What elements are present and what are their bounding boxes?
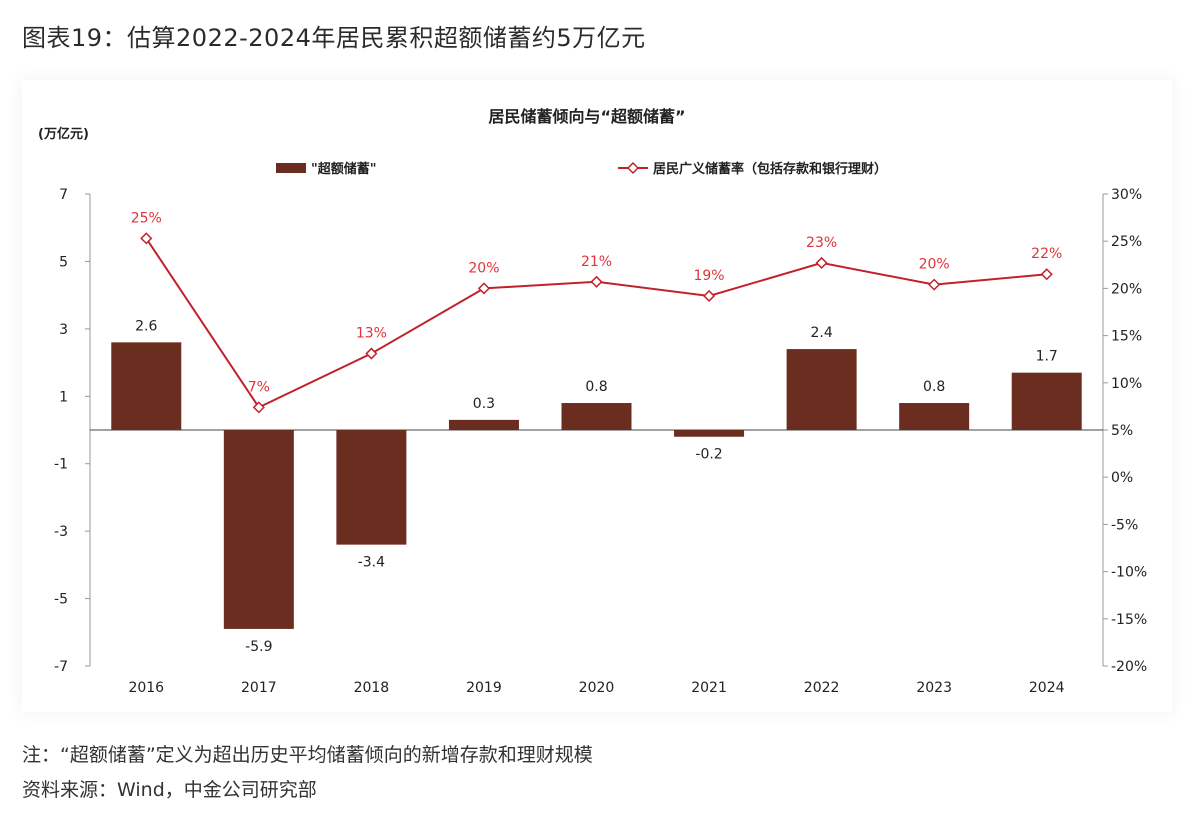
bar-value-label: -0.2 <box>695 447 722 463</box>
bar-value-label: 2.6 <box>135 318 157 334</box>
right-axis-tick-label: 10% <box>1111 376 1142 392</box>
line-point <box>1040 268 1053 281</box>
right-axis-tick-label: 25% <box>1111 234 1142 250</box>
left-axis-tick-label: -3 <box>54 524 68 540</box>
x-axis-tick-label: 2016 <box>128 680 164 696</box>
bar <box>561 403 632 430</box>
right-axis-tick-label: -5% <box>1111 517 1138 533</box>
x-axis-tick-label: 2021 <box>691 680 727 696</box>
right-axis-tick-label: 5% <box>1111 423 1133 439</box>
bar <box>448 419 519 430</box>
line-point <box>477 282 491 295</box>
left-axis-tick-label: 5 <box>59 254 68 270</box>
legend-bar-label: "超额储蓄" <box>311 161 377 177</box>
legend-bar-swatch <box>276 163 306 173</box>
chart-panel: 居民储蓄倾向与“超额储蓄” (万亿元) "超额储蓄" 居民广义储蓄率（包括存款和… <box>22 80 1172 712</box>
line-point <box>815 256 828 269</box>
left-axis-tick-label: 7 <box>59 187 68 203</box>
bar-value-label: 0.8 <box>923 379 945 395</box>
x-axis-tick-label: 2024 <box>1029 680 1065 696</box>
right-axis-tick-label: 15% <box>1111 329 1142 345</box>
left-axis-tick-label: 1 <box>59 389 68 405</box>
axes: 7 5 3 1 -1 -3 -5 -7 30% 25% 20% 15% 10% 5% 0% -5% -10% -1… <box>54 187 1147 696</box>
bars <box>111 342 1082 629</box>
right-axis-tick-label: -15% <box>1111 612 1147 628</box>
data-labels: 2.6 -5.9 -3.4 0.3 0.8 -0.2 2.4 0.8 1.7 25% 7% 13% 20… <box>131 210 1063 655</box>
left-axis-unit: (万亿元) <box>38 126 89 142</box>
bar-value-label: -3.4 <box>358 555 385 571</box>
line-value-label: 21% <box>581 254 612 270</box>
bar <box>899 403 970 430</box>
legend-line-marker <box>626 161 640 175</box>
x-axis-tick-label: 2022 <box>804 680 840 696</box>
left-axis-tick-label: -7 <box>54 659 68 675</box>
x-axis-tick-label: 2020 <box>579 680 615 696</box>
line-point <box>140 232 153 245</box>
bar <box>223 430 294 629</box>
right-axis-tick-label: 20% <box>1111 281 1142 297</box>
bar <box>336 430 407 545</box>
legend-line-label: 居民广义储蓄率（包括存款和银行理财） <box>653 161 887 177</box>
right-axis-tick-label: 30% <box>1111 187 1142 203</box>
right-axis-tick-label: 0% <box>1111 470 1133 486</box>
line-value-label: 23% <box>806 235 837 251</box>
line-point <box>590 275 603 288</box>
line-value-label: 19% <box>693 268 724 284</box>
line-value-label: 20% <box>919 257 950 273</box>
line-point <box>365 347 378 360</box>
line-value-label: 7% <box>248 379 270 395</box>
line-point <box>928 278 941 291</box>
bar <box>1011 372 1082 430</box>
chart: 居民储蓄倾向与“超额储蓄” (万亿元) "超额储蓄" 居民广义储蓄率（包括存款和… <box>38 107 1147 696</box>
chart-title: 居民储蓄倾向与“超额储蓄” <box>488 107 685 126</box>
chart-source: 资料来源：Wind，中金公司研究部 <box>22 779 317 801</box>
bar-value-label: 1.7 <box>1036 349 1058 365</box>
bar-value-label: -5.9 <box>245 639 272 655</box>
bar-value-label: 0.8 <box>585 379 607 395</box>
right-axis-tick-label: -20% <box>1111 659 1147 675</box>
bar <box>786 349 857 430</box>
left-axis-tick-label: -1 <box>54 457 68 473</box>
line-point <box>252 401 265 414</box>
line-point <box>702 289 716 303</box>
x-axis-tick-label: 2023 <box>916 680 952 696</box>
line-value-label: 22% <box>1031 246 1062 262</box>
left-axis-tick-label: -5 <box>54 592 68 608</box>
chart-note: 注：“超额储蓄”定义为超出历史平均储蓄倾向的新增存款和理财规模 <box>22 744 593 766</box>
line-value-label: 20% <box>468 260 499 276</box>
bar-value-label: 0.3 <box>473 396 495 412</box>
line-value-label: 25% <box>131 210 162 226</box>
bar <box>674 430 745 437</box>
x-axis-tick-label: 2019 <box>466 680 502 696</box>
right-axis-tick-label: -10% <box>1111 565 1147 581</box>
x-axis-tick-label: 2018 <box>354 680 390 696</box>
legend: "超额储蓄" 居民广义储蓄率（包括存款和银行理财） <box>276 161 887 177</box>
savings-rate-line <box>140 232 1053 414</box>
left-axis-tick-label: 3 <box>59 322 68 338</box>
figure-title: 图表19：估算2022-2024年居民累积超额储蓄约5万亿元 <box>22 24 646 52</box>
line-value-label: 13% <box>356 326 387 342</box>
bar-value-label: 2.4 <box>810 325 832 341</box>
x-axis-tick-label: 2017 <box>241 680 277 696</box>
bar <box>111 342 182 430</box>
